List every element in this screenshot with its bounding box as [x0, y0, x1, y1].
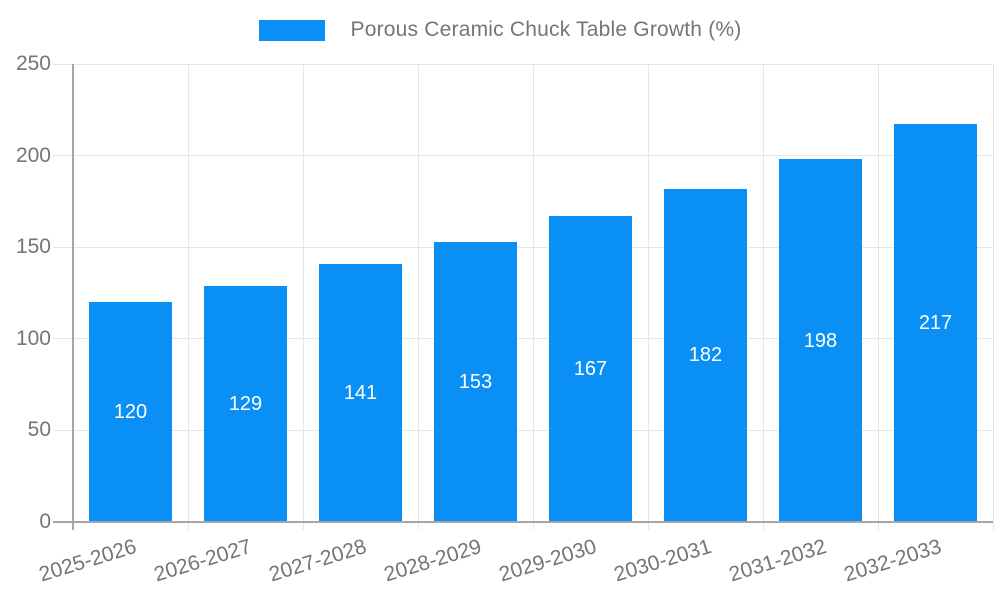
plot-area: 120 129 141 153 167 182 198 217 [53, 63, 994, 530]
gridline-horizontal [53, 63, 993, 65]
gridline-vertical [532, 64, 534, 530]
gridline-horizontal [53, 338, 993, 340]
bar-value-label: 120 [113, 401, 148, 424]
bar-2032-2033: 217 [894, 124, 977, 522]
x-tick-label: 2028-2029 [381, 535, 485, 587]
gridline-vertical [647, 64, 649, 530]
bar-2029-2030: 167 [549, 216, 632, 522]
bar-value-label: 141 [343, 381, 378, 404]
x-tick-label: 2030-2031 [611, 535, 715, 587]
bar-value-label: 217 [918, 312, 953, 335]
gridline-vertical [302, 64, 304, 530]
bar-value-label: 198 [803, 329, 838, 352]
x-tick-label: 2025-2026 [36, 535, 140, 587]
bar-2028-2029: 153 [434, 241, 517, 522]
bar-value-label: 167 [573, 358, 608, 381]
bar-value-label: 153 [458, 370, 493, 393]
x-tick-label: 2032-2033 [841, 535, 945, 587]
x-axis-line [53, 521, 993, 523]
y-tick-label: 250 [15, 52, 51, 75]
gridline-horizontal [53, 429, 993, 431]
y-axis-line [72, 64, 74, 530]
gridline-vertical [877, 64, 879, 530]
y-tick-label: 100 [15, 326, 51, 350]
bar-2030-2031: 182 [664, 188, 747, 522]
y-tick-label: 50 [27, 418, 51, 442]
legend-swatch [258, 19, 325, 41]
x-tick-label: 2026-2027 [151, 535, 255, 587]
x-tick-label: 2027-2028 [266, 535, 370, 587]
x-tick-label: 2031-2032 [726, 535, 830, 587]
y-tick-label: 200 [15, 143, 51, 167]
y-tick-label: 0 [39, 510, 51, 533]
gridline-vertical [992, 64, 994, 530]
bar-value-label: 129 [228, 392, 263, 415]
gridline-vertical [417, 64, 419, 530]
chart-legend: Porous Ceramic Chuck Table Growth (%) [0, 18, 1000, 42]
gridline-vertical [187, 64, 189, 530]
bar-2026-2027: 129 [204, 285, 287, 522]
bar-2027-2028: 141 [319, 263, 402, 522]
gridline-horizontal [53, 246, 993, 248]
y-tick-label: 150 [15, 235, 51, 259]
bar-value-label: 182 [688, 344, 723, 367]
gridline-vertical [762, 64, 764, 530]
x-tick-label: 2029-2030 [496, 535, 600, 587]
legend-label: Porous Ceramic Chuck Table Growth (%) [350, 18, 742, 41]
gridline-horizontal [53, 155, 993, 157]
bar-2025-2026: 120 [89, 302, 172, 522]
bar-2031-2032: 198 [779, 159, 862, 522]
